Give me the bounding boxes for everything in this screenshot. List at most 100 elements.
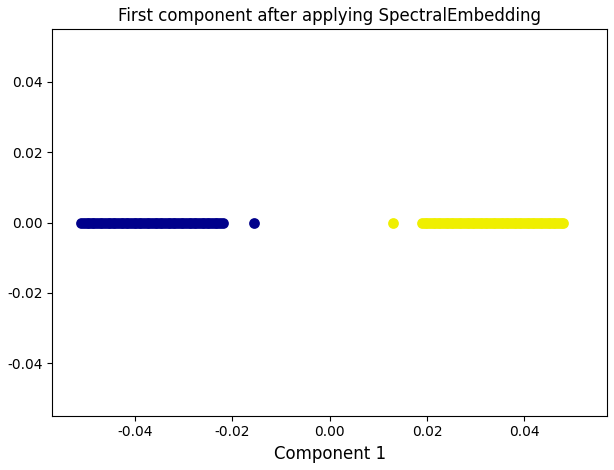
- Point: [472, 219, 482, 226]
- Point: [189, 219, 199, 226]
- Point: [139, 219, 149, 226]
- Point: [545, 219, 555, 226]
- Point: [488, 219, 497, 226]
- Point: [470, 219, 480, 226]
- Point: [217, 219, 227, 226]
- Point: [495, 219, 505, 226]
- Point: [212, 219, 222, 226]
- Point: [171, 219, 181, 226]
- Point: [427, 219, 437, 226]
- Point: [558, 219, 568, 226]
- Point: [548, 219, 558, 226]
- Point: [113, 219, 123, 226]
- Point: [100, 219, 110, 226]
- Point: [105, 219, 115, 226]
- Point: [477, 219, 487, 226]
- Point: [540, 219, 550, 226]
- Point: [90, 219, 99, 226]
- Point: [514, 219, 524, 226]
- Point: [483, 219, 492, 226]
- Point: [503, 219, 513, 226]
- Point: [459, 219, 469, 226]
- Title: First component after applying SpectralEmbedding: First component after applying SpectralE…: [118, 7, 541, 25]
- Point: [425, 219, 435, 226]
- Point: [129, 219, 139, 226]
- Point: [204, 219, 214, 226]
- Point: [103, 219, 112, 226]
- Point: [491, 219, 500, 226]
- Point: [108, 219, 118, 226]
- Point: [142, 219, 152, 226]
- Point: [79, 219, 89, 226]
- Point: [433, 219, 443, 226]
- Point: [449, 219, 459, 226]
- Point: [131, 219, 141, 226]
- Point: [441, 219, 451, 226]
- Point: [202, 219, 212, 226]
- Point: [430, 219, 440, 226]
- Point: [155, 219, 165, 226]
- Point: [516, 219, 526, 226]
- Point: [184, 219, 193, 226]
- Point: [84, 219, 94, 226]
- Point: [147, 219, 157, 226]
- Point: [417, 219, 427, 226]
- Point: [121, 219, 131, 226]
- Point: [150, 219, 160, 226]
- Point: [82, 219, 91, 226]
- Point: [123, 219, 133, 226]
- Point: [543, 219, 553, 226]
- Point: [215, 219, 225, 226]
- Point: [200, 219, 209, 226]
- Point: [179, 219, 188, 226]
- Point: [186, 219, 196, 226]
- Point: [493, 219, 503, 226]
- Point: [388, 219, 398, 226]
- Point: [480, 219, 490, 226]
- Point: [438, 219, 448, 226]
- Point: [98, 219, 107, 226]
- Point: [87, 219, 97, 226]
- Point: [144, 219, 154, 226]
- Point: [522, 219, 532, 226]
- Point: [95, 219, 104, 226]
- Point: [464, 219, 474, 226]
- X-axis label: Component 1: Component 1: [274, 445, 386, 463]
- Point: [532, 219, 542, 226]
- Point: [511, 219, 521, 226]
- Point: [524, 219, 534, 226]
- Point: [422, 219, 432, 226]
- Point: [126, 219, 136, 226]
- Point: [551, 219, 561, 226]
- Point: [501, 219, 511, 226]
- Point: [134, 219, 144, 226]
- Point: [485, 219, 495, 226]
- Point: [443, 219, 453, 226]
- Point: [196, 219, 206, 226]
- Point: [467, 219, 476, 226]
- Point: [553, 219, 563, 226]
- Point: [454, 219, 464, 226]
- Point: [435, 219, 445, 226]
- Point: [508, 219, 518, 226]
- Point: [111, 219, 120, 226]
- Point: [115, 219, 125, 226]
- Point: [451, 219, 461, 226]
- Point: [192, 219, 201, 226]
- Point: [456, 219, 466, 226]
- Point: [194, 219, 204, 226]
- Point: [207, 219, 217, 226]
- Point: [181, 219, 191, 226]
- Point: [535, 219, 545, 226]
- Point: [92, 219, 102, 226]
- Point: [136, 219, 146, 226]
- Point: [556, 219, 565, 226]
- Point: [152, 219, 162, 226]
- Point: [210, 219, 220, 226]
- Point: [498, 219, 508, 226]
- Point: [77, 219, 87, 226]
- Point: [173, 219, 183, 226]
- Point: [519, 219, 529, 226]
- Point: [537, 219, 547, 226]
- Point: [462, 219, 472, 226]
